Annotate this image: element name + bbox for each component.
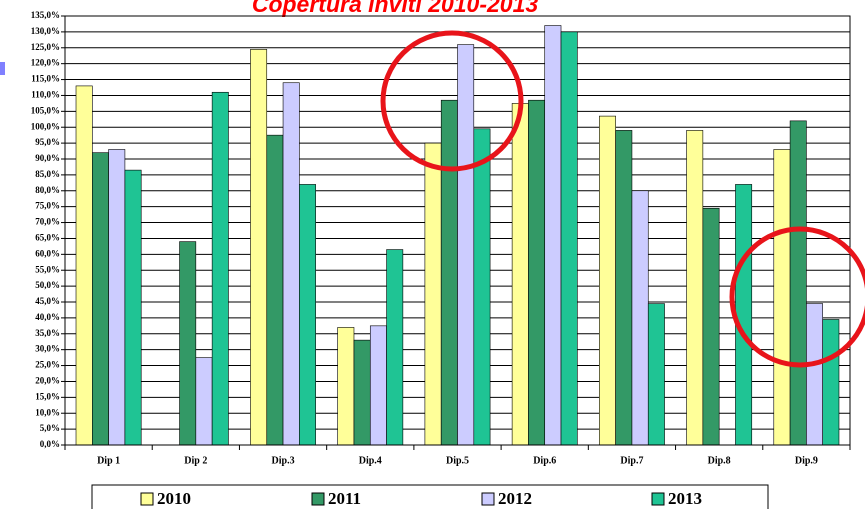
y-tick-label: 130,0%: [31, 26, 60, 36]
legend-label: 2012: [498, 489, 532, 508]
bar: [806, 303, 823, 446]
x-tick-label: Dip 1: [97, 455, 120, 466]
legend-label: 2011: [328, 489, 361, 508]
y-tick-label: 25,0%: [35, 360, 60, 370]
y-tick-label: 30,0%: [35, 344, 60, 354]
bar: [75, 85, 93, 446]
y-tick-label: 115,0%: [31, 74, 60, 84]
bar: [195, 357, 213, 446]
x-tick-label: Dip.3: [272, 455, 295, 466]
legend-swatch: [140, 492, 154, 506]
y-tick-label: 120,0%: [31, 58, 60, 68]
bar: [702, 207, 720, 446]
bar: [353, 339, 371, 446]
y-tick-label: 10,0%: [35, 407, 60, 417]
bar: [282, 82, 300, 446]
bar: [473, 128, 491, 446]
legend: 2010 2011 2012 2013: [140, 489, 702, 508]
legend-swatch: [311, 492, 325, 506]
y-tick-label: 85,0%: [35, 169, 60, 179]
y-tick-label: 90,0%: [35, 153, 60, 163]
bar: [250, 49, 268, 446]
bar: [457, 44, 475, 446]
y-tick-label: 95,0%: [35, 137, 60, 147]
chart-title: Copertura inviti 2010-2013: [252, 0, 539, 17]
y-tick-label: 45,0%: [35, 296, 60, 306]
bar: [440, 99, 458, 446]
y-tick-label: 20,0%: [35, 376, 60, 386]
bar: [735, 184, 753, 446]
y-tick-label: 105,0%: [31, 105, 60, 115]
x-tick-label: Dip 2: [184, 455, 207, 466]
y-tick-label: 100,0%: [31, 121, 60, 131]
bar: [299, 184, 316, 446]
bar: [615, 130, 633, 446]
x-tick-label: Dip.9: [795, 455, 818, 466]
legend-label: 2010: [157, 489, 191, 508]
side-marker: [0, 62, 5, 75]
bar: [369, 325, 387, 446]
bar: [560, 31, 578, 446]
y-tick-label: 35,0%: [35, 328, 60, 338]
legend-swatch: [481, 492, 495, 506]
y-tick-label: 80,0%: [35, 185, 60, 195]
y-tick-label: 50,0%: [35, 280, 60, 290]
y-tick-label: 55,0%: [35, 264, 60, 274]
bar: [179, 241, 197, 446]
x-tick-label: Dip.6: [533, 455, 556, 466]
x-tick-label: Dip.5: [446, 455, 469, 466]
y-tick-label: 110,0%: [31, 90, 60, 100]
y-tick-label: 0,0%: [40, 439, 60, 449]
bar: [266, 134, 284, 446]
legend-swatch: [651, 492, 665, 506]
y-tick-label: 75,0%: [35, 201, 60, 211]
bar: [789, 120, 807, 446]
y-tick-label: 40,0%: [35, 312, 60, 322]
bar: [108, 149, 126, 446]
bar: [424, 142, 442, 446]
highlight-circle: [380, 30, 524, 172]
x-tick-label: Dip.4: [359, 455, 382, 466]
bar: [528, 99, 546, 446]
y-tick-label: 60,0%: [35, 248, 60, 258]
x-tick-label: Dip.7: [620, 455, 643, 466]
bar: [631, 190, 649, 446]
bar: [386, 249, 404, 446]
y-tick-label: 70,0%: [35, 217, 60, 227]
highlight-circle: [729, 226, 865, 368]
bar: [822, 319, 840, 446]
bar: [647, 303, 665, 446]
bar: [686, 130, 704, 446]
bar: [211, 91, 229, 446]
bar: [124, 169, 142, 446]
y-tick-label: 135,0%: [31, 10, 60, 20]
y-tick-label: 5,0%: [40, 423, 60, 433]
legend-label: 2013: [668, 489, 702, 508]
y-tick-label: 125,0%: [31, 42, 60, 52]
bar: [544, 25, 562, 446]
bar: [599, 115, 616, 446]
plot-border: [64, 15, 851, 446]
plot-area: 0,0% 5,0% 10,0% 15,0% 20,0% 25,0% 30,0% 35,0% 40…: [31, 10, 851, 466]
bar: [92, 152, 109, 446]
y-tick-label: 65,0%: [35, 233, 60, 243]
bar: [511, 103, 529, 446]
y-tick-label: 15,0%: [35, 391, 60, 401]
x-tick-label: Dip.8: [708, 455, 731, 466]
bar: [773, 149, 791, 446]
bar: [337, 327, 355, 446]
legend-box: [91, 484, 769, 509]
